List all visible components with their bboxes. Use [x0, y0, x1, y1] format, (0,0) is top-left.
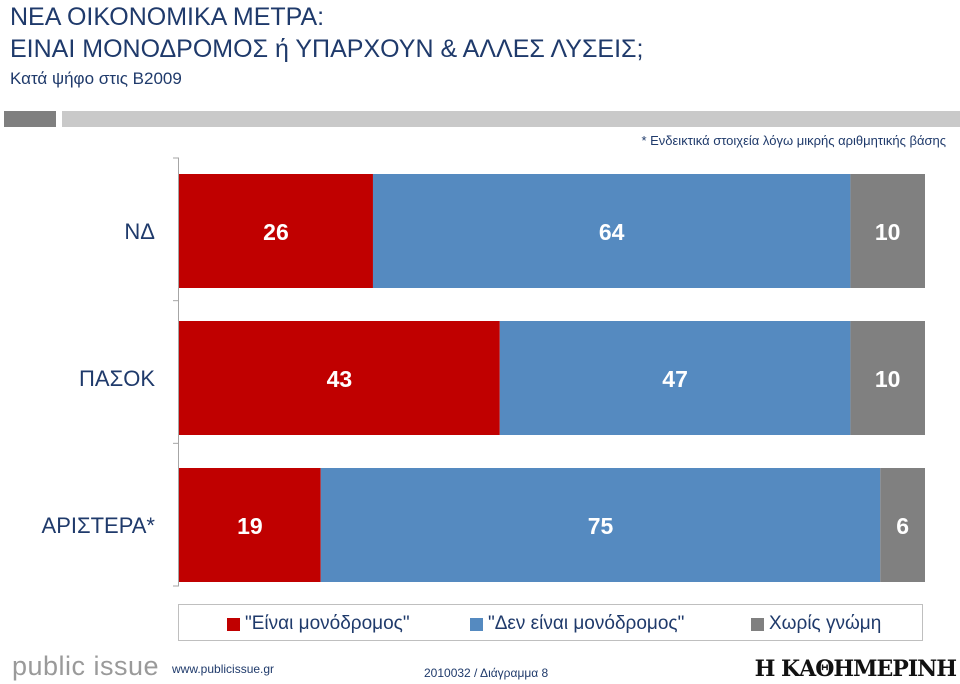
legend-label-is-only-way: "Είναι μονόδρομος": [245, 613, 410, 634]
bar-segment: [850, 174, 925, 288]
bar-value-label: 10: [875, 219, 901, 245]
bar-segment: [179, 321, 500, 435]
legend-label-no-opinion: Χωρίς γνώμη: [769, 613, 882, 634]
bar-segment: [372, 174, 851, 288]
bar-value-label: 64: [599, 219, 625, 245]
header-divider-light: [62, 111, 960, 127]
header-divider-dark: [4, 111, 56, 127]
footer-chart-code: 2010032 / Διάγραμμα 8: [424, 666, 549, 680]
bar-segment: [320, 468, 881, 582]
category-label: ΝΔ: [124, 219, 155, 244]
bar-segment: [179, 174, 373, 288]
sample-size-note: * Ενδεικτικά στοιχεία λόγω μικρής αριθμη…: [641, 133, 946, 148]
legend-swatch-blue: [470, 617, 483, 631]
kathimerini-logo: Η ΚΑΘΗΜΕΡΙΝΗ: [754, 656, 957, 682]
bar-segment: [499, 321, 851, 435]
legend-swatch-gray: [751, 617, 764, 631]
category-label: ΠΑΣΟΚ: [79, 366, 155, 391]
title-line-2: ΕΙΝΑΙ ΜΟΝΟΔΡΟΜΟΣ ή ΥΠΑΡΧΟΥΝ & ΑΛΛΕΣ ΛΥΣΕ…: [10, 35, 644, 63]
chart-legend: "Είναι μονόδρομος" "Δεν είναι μονόδρομος…: [178, 604, 923, 641]
legend-label-not-only-way: "Δεν είναι μονόδρομος": [488, 613, 685, 634]
footer-url-link[interactable]: www.publicissue.gr: [172, 662, 275, 676]
public-issue-logo: public issue: [12, 651, 160, 681]
bar-value-label: 19: [237, 513, 263, 539]
bar-value-label: 75: [588, 513, 614, 539]
subtitle: Κατά ψήφο στις Β2009: [10, 69, 182, 88]
bar-value-label: 10: [875, 366, 901, 392]
category-label: ΑΡΙΣΤΕΡΑ*: [42, 513, 156, 538]
bar-value-label: 26: [263, 219, 289, 245]
title-line-1: ΝΕΑ ΟΙΚΟΝΟΜΙΚΑ ΜΕΤΡΑ:: [10, 3, 325, 31]
bar-value-label: 47: [662, 366, 688, 392]
bar-segment: [179, 468, 321, 582]
stacked-bar-chart: ΝΔ 26 64 10 ΠΑΣΟΚ 43 47 10 ΑΡΙΣΤΕΡΑ* 19 75 6: [42, 157, 925, 587]
legend-item-no-opinion: Χωρίς γνώμη: [751, 613, 881, 635]
legend-item-is-only-way: "Είναι μονόδρομος": [227, 613, 410, 635]
legend-item-not-only-way: "Δεν είναι μονόδρομος": [470, 613, 684, 635]
legend-swatch-red: [227, 617, 240, 631]
bar-value-label: 6: [896, 513, 909, 539]
bar-value-label: 43: [327, 366, 353, 392]
bar-segment: [880, 468, 925, 582]
bar-segment: [850, 321, 925, 435]
